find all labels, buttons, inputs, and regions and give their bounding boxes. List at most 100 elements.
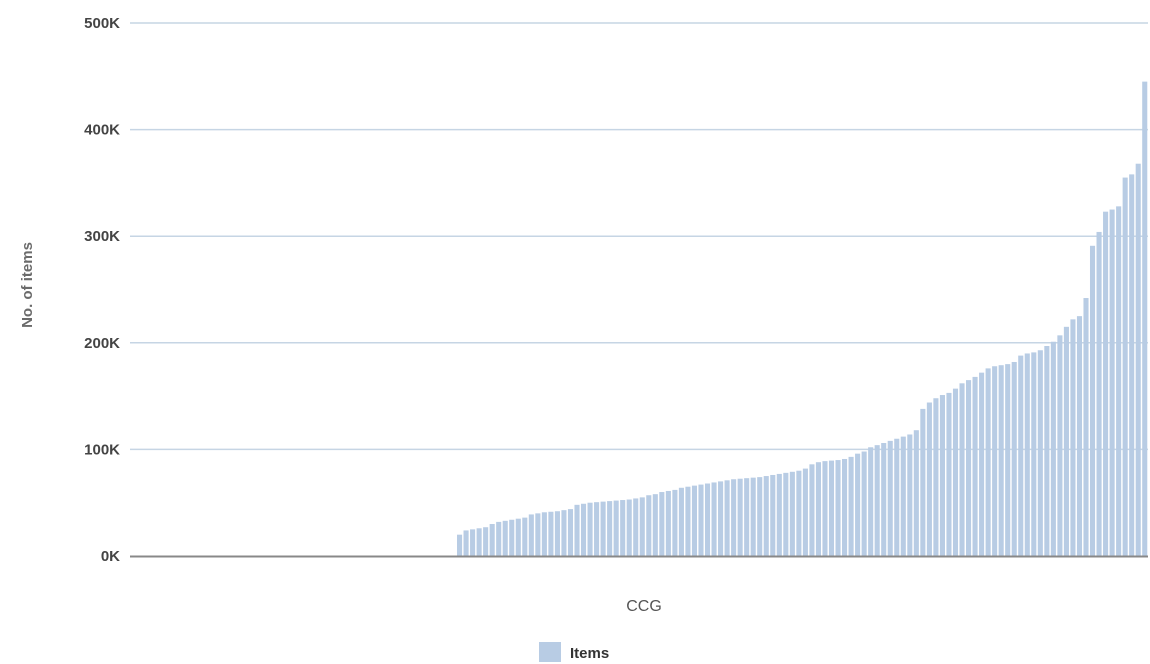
- bar[interactable]: [1057, 335, 1063, 556]
- bar[interactable]: [574, 504, 580, 556]
- bar[interactable]: [1089, 245, 1096, 557]
- bar[interactable]: [1044, 346, 1050, 556]
- bar[interactable]: [633, 498, 639, 556]
- bar[interactable]: [757, 477, 763, 556]
- bar[interactable]: [796, 470, 802, 556]
- bar[interactable]: [1096, 231, 1102, 556]
- bar[interactable]: [613, 500, 619, 556]
- bar[interactable]: [685, 486, 691, 556]
- bar[interactable]: [894, 438, 900, 556]
- legend[interactable]: Items: [539, 642, 609, 662]
- bar[interactable]: [1116, 206, 1122, 556]
- bar[interactable]: [1063, 326, 1069, 556]
- bar[interactable]: [979, 372, 985, 556]
- bar[interactable]: [457, 534, 463, 556]
- bar[interactable]: [704, 483, 711, 556]
- bar[interactable]: [1135, 163, 1141, 556]
- bar[interactable]: [724, 480, 730, 556]
- bar[interactable]: [900, 436, 906, 556]
- bar[interactable]: [776, 473, 782, 556]
- bar[interactable]: [1031, 352, 1037, 556]
- bar[interactable]: [522, 517, 528, 556]
- bar[interactable]: [489, 524, 495, 556]
- bar[interactable]: [835, 460, 841, 556]
- bar[interactable]: [620, 500, 626, 556]
- bar[interactable]: [985, 368, 991, 556]
- bar[interactable]: [535, 513, 541, 556]
- bar[interactable]: [515, 518, 521, 556]
- bar[interactable]: [881, 443, 887, 556]
- bar[interactable]: [1011, 361, 1017, 556]
- bar[interactable]: [1142, 81, 1148, 556]
- bar[interactable]: [1024, 353, 1030, 556]
- bar[interactable]: [548, 511, 554, 556]
- bar[interactable]: [1050, 341, 1056, 556]
- bar[interactable]: [502, 520, 508, 556]
- bar[interactable]: [887, 440, 893, 556]
- bar[interactable]: [926, 402, 932, 557]
- bar[interactable]: [828, 460, 835, 556]
- bar[interactable]: [483, 527, 489, 556]
- bar[interactable]: [737, 478, 743, 556]
- bar[interactable]: [476, 528, 482, 556]
- bar[interactable]: [802, 468, 808, 556]
- bar[interactable]: [554, 511, 560, 556]
- bar[interactable]: [731, 479, 737, 556]
- bar[interactable]: [665, 490, 671, 556]
- bar[interactable]: [842, 458, 848, 556]
- bar[interactable]: [913, 430, 919, 556]
- bar[interactable]: [763, 476, 769, 556]
- bar[interactable]: [691, 485, 698, 556]
- bar[interactable]: [698, 484, 704, 556]
- bar[interactable]: [646, 495, 652, 556]
- bar[interactable]: [809, 464, 815, 556]
- bar[interactable]: [972, 376, 978, 556]
- bar[interactable]: [1037, 350, 1043, 556]
- bar[interactable]: [946, 392, 952, 556]
- bar[interactable]: [998, 365, 1004, 556]
- bar[interactable]: [639, 497, 645, 556]
- bar[interactable]: [952, 388, 959, 556]
- bar[interactable]: [496, 521, 502, 556]
- bar[interactable]: [470, 529, 476, 556]
- bar[interactable]: [1083, 298, 1089, 556]
- bar[interactable]: [933, 398, 939, 556]
- bar[interactable]: [861, 451, 867, 556]
- bar[interactable]: [1018, 355, 1024, 556]
- bar[interactable]: [992, 366, 998, 556]
- bar[interactable]: [678, 487, 684, 556]
- bar[interactable]: [959, 383, 965, 556]
- bar[interactable]: [659, 492, 665, 556]
- bar[interactable]: [868, 447, 874, 556]
- bar[interactable]: [509, 519, 515, 556]
- bar[interactable]: [463, 530, 469, 556]
- bar[interactable]: [594, 502, 600, 556]
- bar[interactable]: [789, 471, 795, 556]
- bar[interactable]: [607, 501, 613, 556]
- bar[interactable]: [561, 510, 567, 556]
- bar[interactable]: [920, 408, 926, 556]
- bar[interactable]: [907, 434, 913, 556]
- bar[interactable]: [744, 478, 750, 556]
- bar[interactable]: [580, 503, 587, 556]
- bar[interactable]: [815, 462, 821, 556]
- bar[interactable]: [600, 501, 606, 556]
- bar[interactable]: [855, 453, 861, 556]
- bar[interactable]: [848, 456, 854, 556]
- bar[interactable]: [874, 445, 880, 556]
- bar[interactable]: [1076, 316, 1083, 556]
- bar[interactable]: [1070, 319, 1076, 556]
- bar[interactable]: [822, 461, 828, 556]
- bar[interactable]: [1129, 174, 1135, 556]
- bar[interactable]: [587, 502, 593, 556]
- bar[interactable]: [770, 474, 776, 556]
- bar[interactable]: [966, 380, 972, 556]
- bar[interactable]: [626, 499, 632, 557]
- bar[interactable]: [1109, 209, 1115, 557]
- bar[interactable]: [711, 482, 717, 556]
- bar[interactable]: [1103, 211, 1109, 556]
- bar[interactable]: [783, 472, 789, 556]
- bar[interactable]: [750, 477, 756, 556]
- bar[interactable]: [718, 481, 724, 556]
- bar[interactable]: [528, 514, 534, 556]
